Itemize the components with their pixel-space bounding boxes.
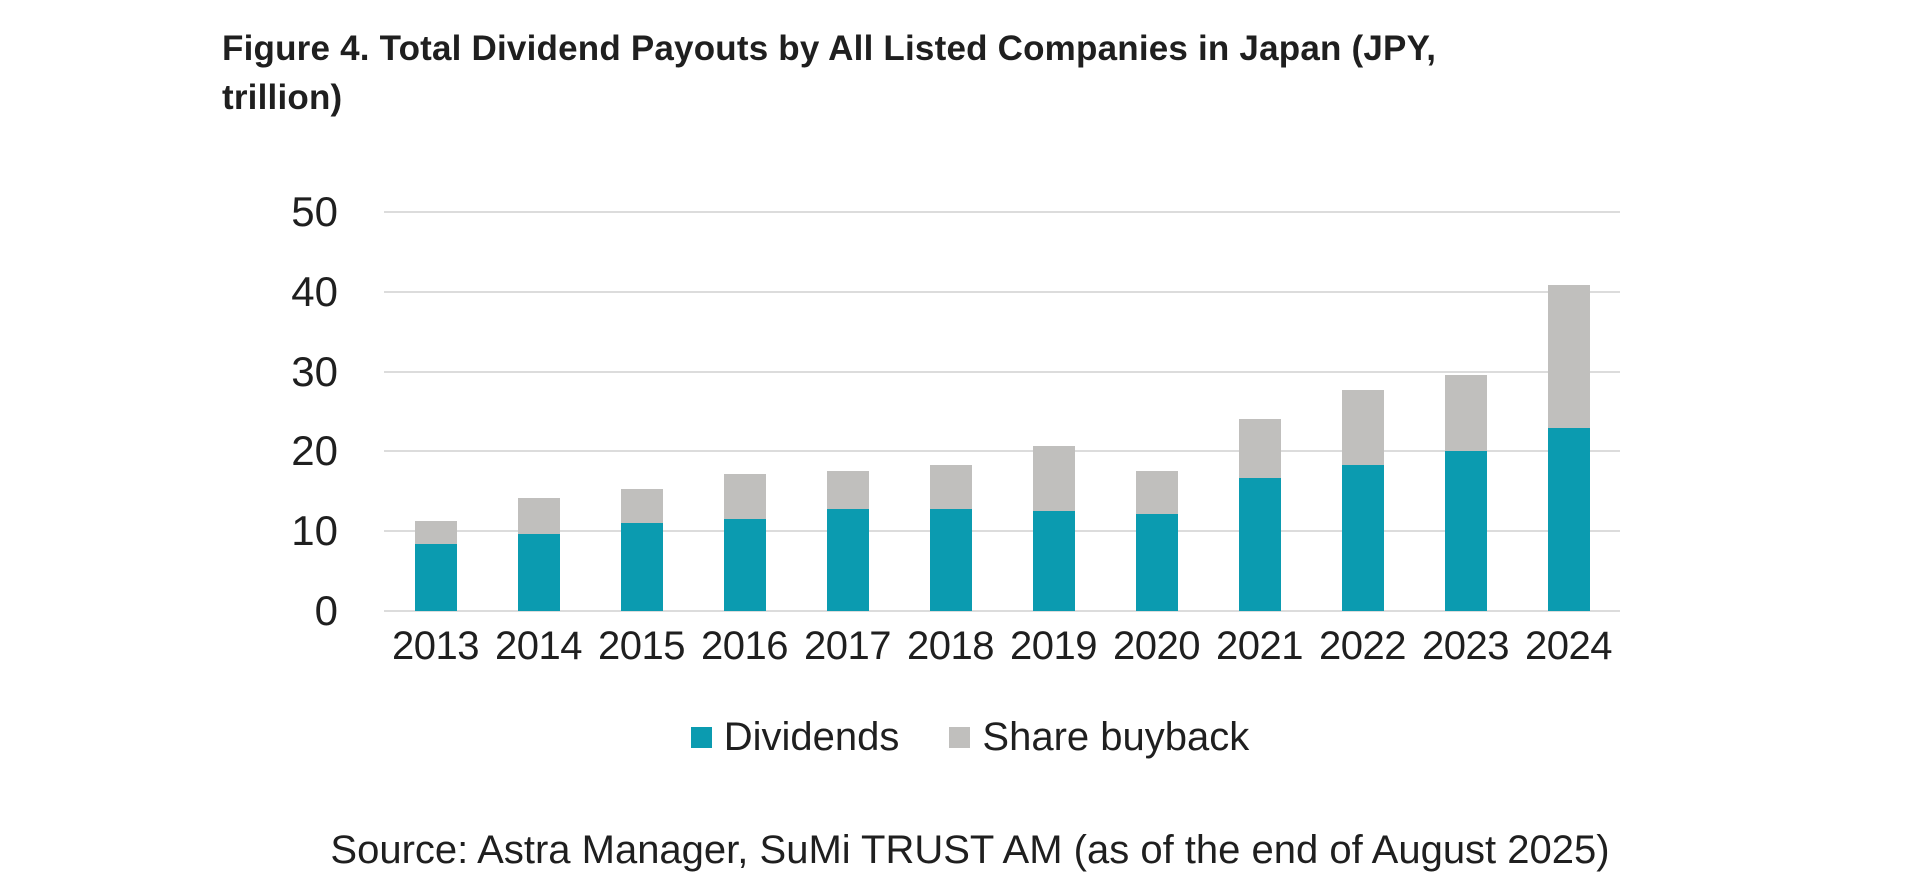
bar-2023-share-buyback	[1444, 374, 1487, 451]
bar-2022-share-buyback	[1341, 389, 1384, 465]
bar-2022-dividends	[1341, 464, 1384, 611]
gridline-0	[384, 610, 1620, 612]
bar-2019-share-buyback	[1032, 445, 1075, 512]
chart-plot-area	[384, 211, 1620, 612]
y-axis: 0 10 20 30 40 50	[0, 191, 338, 632]
x-tick-label-2024: 2024	[1525, 624, 1612, 668]
bar-2014-dividends	[517, 534, 560, 611]
bar-2021-dividends	[1238, 477, 1281, 611]
legend-item-share-buyback: Share buyback	[949, 716, 1249, 758]
x-tick-label-2019: 2019	[1010, 624, 1097, 668]
bar-2018-dividends	[929, 508, 972, 611]
bar-2023-dividends	[1444, 450, 1487, 611]
bar-2014-share-buyback	[517, 497, 560, 535]
legend-label-dividends: Dividends	[723, 715, 900, 759]
bar-2015-dividends	[620, 523, 663, 611]
chart-legend: Dividends Share buyback	[220, 716, 1720, 758]
source-attribution: Source: Astra Manager, SuMi TRUST AM (as…	[330, 828, 1610, 872]
x-tick-label-2013: 2013	[392, 624, 479, 668]
x-tick-label-2021: 2021	[1216, 624, 1303, 668]
bar-2017-dividends	[826, 508, 869, 611]
x-tick-label-2015: 2015	[598, 624, 685, 668]
x-axis: 2013 2014 2015 2016 2017 2018 2019 2020 2021 2022…	[384, 624, 1620, 670]
x-tick-label-2022: 2022	[1319, 624, 1406, 668]
legend-label-share-buyback: Share buyback	[982, 715, 1250, 759]
bar-2013-share-buyback	[414, 520, 457, 544]
x-tick-label-2014: 2014	[495, 624, 582, 668]
dividends-swatch-icon	[690, 726, 712, 748]
x-tick-label-2017: 2017	[804, 624, 891, 668]
legend-item-dividends: Dividends	[690, 715, 900, 759]
bar-2024-share-buyback	[1547, 285, 1590, 429]
figure-title: Figure 4. Total Dividend Payouts by All …	[222, 29, 1437, 117]
bar-2015-share-buyback	[620, 488, 663, 524]
x-tick-label-2020: 2020	[1113, 624, 1200, 668]
gridline-10	[384, 530, 1620, 533]
bar-2017-share-buyback	[826, 471, 869, 509]
bar-2016-dividends	[723, 519, 766, 611]
x-tick-label-2016: 2016	[701, 624, 788, 668]
x-tick-label-2023: 2023	[1422, 624, 1509, 668]
gridline-30	[384, 370, 1620, 373]
y-tick-label-40: 40	[291, 267, 338, 315]
bar-2019-dividends	[1032, 511, 1075, 611]
share-buyback-swatch-icon	[949, 726, 971, 748]
bar-2013-dividends	[414, 543, 457, 611]
y-tick-label-0: 0	[314, 587, 338, 634]
bar-2020-share-buyback	[1135, 471, 1178, 514]
bar-2021-share-buyback	[1238, 419, 1281, 478]
y-tick-label-50: 50	[291, 188, 338, 235]
bar-2020-dividends	[1135, 513, 1178, 611]
bar-2016-share-buyback	[723, 473, 766, 520]
bar-2018-share-buyback	[929, 464, 972, 509]
x-tick-label-2018: 2018	[907, 624, 994, 668]
y-tick-label-10: 10	[291, 507, 338, 555]
gridline-40	[384, 290, 1620, 293]
y-tick-label-30: 30	[291, 347, 338, 395]
bar-2024-dividends	[1547, 428, 1590, 611]
gridline-20	[384, 450, 1620, 453]
y-tick-label-20: 20	[291, 427, 338, 475]
gridline-50	[384, 211, 1620, 213]
